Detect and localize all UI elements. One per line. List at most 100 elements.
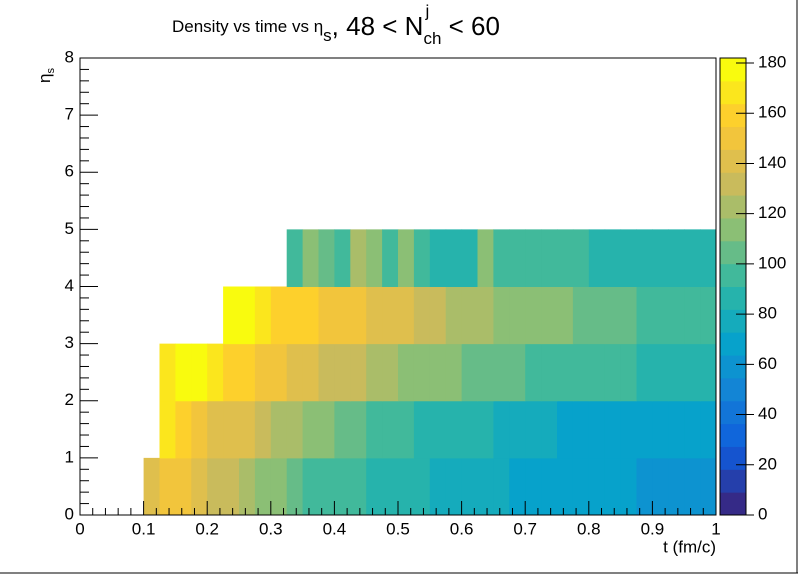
cell xyxy=(207,457,224,516)
cell xyxy=(254,400,272,459)
cell xyxy=(239,286,256,345)
cell xyxy=(477,457,494,516)
y-tick-label: 1 xyxy=(65,447,74,466)
cell xyxy=(557,400,574,459)
cell xyxy=(223,457,240,516)
cell xyxy=(318,400,335,459)
cell xyxy=(525,343,542,402)
z-tick-label: 80 xyxy=(758,304,777,323)
title-sub: s xyxy=(323,26,332,45)
cell xyxy=(382,286,399,345)
cell xyxy=(684,400,701,459)
cell xyxy=(334,343,351,402)
z-tick-label: 0 xyxy=(758,504,767,523)
cell xyxy=(207,400,224,459)
cell xyxy=(366,457,383,516)
cell xyxy=(270,286,288,345)
cell xyxy=(636,229,653,287)
title-sub: ch xyxy=(423,29,441,48)
x-tick-label: 0.8 xyxy=(577,519,601,538)
colorbar-band xyxy=(720,217,746,242)
z-tick-label: 20 xyxy=(758,454,777,473)
cell xyxy=(652,229,669,287)
z-tick-label: 180 xyxy=(758,53,786,72)
cell xyxy=(620,229,637,287)
cell xyxy=(254,457,272,516)
x-tick-label: 0.4 xyxy=(323,519,347,538)
z-tick-label: 40 xyxy=(758,404,777,423)
x-tick-label: 0.7 xyxy=(513,519,537,538)
cell xyxy=(382,400,399,459)
y-tick-label: 3 xyxy=(65,333,74,352)
cell xyxy=(334,400,351,459)
cell xyxy=(668,229,685,287)
x-tick-label: 0 xyxy=(75,519,84,538)
cell xyxy=(684,457,701,516)
cell xyxy=(382,229,399,287)
cell xyxy=(493,343,510,402)
y-tick-label: 5 xyxy=(65,219,74,238)
cell xyxy=(604,229,622,287)
cell xyxy=(334,457,351,516)
cell xyxy=(429,343,447,402)
colorbar-band xyxy=(720,149,746,173)
cell xyxy=(557,229,574,287)
cell xyxy=(509,286,526,345)
cell xyxy=(366,229,383,287)
cell xyxy=(429,457,447,516)
cell xyxy=(588,229,606,287)
cell xyxy=(541,229,558,287)
cell xyxy=(493,457,510,516)
z-tick-label: 120 xyxy=(758,203,786,222)
cell xyxy=(270,400,288,459)
cell xyxy=(461,343,478,402)
cell xyxy=(382,343,399,402)
cell xyxy=(318,286,335,345)
cell xyxy=(509,343,526,402)
cell xyxy=(318,343,335,402)
cell xyxy=(557,286,574,345)
cell xyxy=(175,457,192,516)
cell xyxy=(668,457,685,516)
cell xyxy=(270,457,288,516)
cell xyxy=(413,457,431,516)
z-tick-label: 100 xyxy=(758,253,786,272)
cell xyxy=(350,286,367,345)
cell xyxy=(684,286,701,345)
cell xyxy=(175,400,192,459)
x-tick-label: 0.6 xyxy=(450,519,474,538)
colorbar-band xyxy=(720,172,746,196)
cell xyxy=(318,457,335,516)
cell xyxy=(350,229,367,287)
cell xyxy=(239,457,256,516)
cell xyxy=(366,400,383,459)
cell xyxy=(318,229,335,287)
cell xyxy=(604,286,622,345)
title-text: , 48 < N xyxy=(332,11,424,41)
cell xyxy=(477,229,494,287)
cell xyxy=(620,400,637,459)
cell xyxy=(668,400,685,459)
cell xyxy=(700,229,717,287)
cell xyxy=(541,457,558,516)
cell xyxy=(477,400,494,459)
cell xyxy=(509,400,526,459)
cell xyxy=(270,343,288,402)
y-label-sub: s xyxy=(45,68,57,74)
cell xyxy=(334,229,351,287)
y-label-main: η xyxy=(35,74,54,83)
z-tick-label: 160 xyxy=(758,103,786,122)
cell xyxy=(636,400,653,459)
cell xyxy=(398,457,415,516)
colorbar-band xyxy=(720,286,746,310)
x-tick-label: 0.1 xyxy=(132,519,156,538)
cell xyxy=(588,457,606,516)
cell xyxy=(572,457,590,516)
cell xyxy=(429,400,447,459)
cell xyxy=(604,400,622,459)
chart-title: Density vs time vs ηs, 48 < Nch < 60 xyxy=(172,11,500,49)
cell xyxy=(302,286,319,345)
cell xyxy=(223,343,240,402)
axes: 0 0.1 0.2 0.3 0.4 0.5 0.6 0.7 0.8 0.9 1 0 1 2 3 4 5 6 7 8 t … xyxy=(35,47,720,556)
